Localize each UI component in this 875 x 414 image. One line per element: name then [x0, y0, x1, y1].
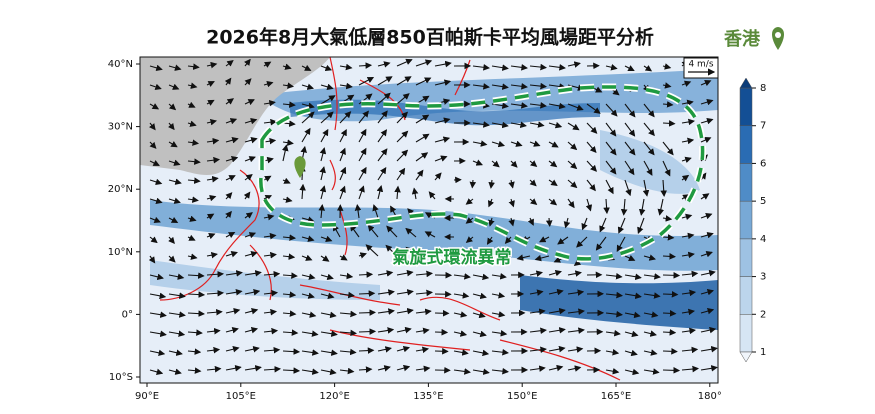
colorbar-label: 8 [760, 83, 766, 94]
wind-arrow [663, 256, 675, 257]
x-tick-label: 105°E [226, 391, 256, 402]
colorbar-segment [740, 163, 752, 201]
wind-arrow [359, 274, 372, 275]
wind-arrow [663, 275, 679, 276]
colorbar-segment [740, 88, 752, 126]
location-label: 香港 [723, 29, 761, 50]
x-tick-label: 165°E [601, 391, 631, 402]
location-pin [772, 27, 784, 50]
colorbar-segment [740, 239, 752, 277]
y-tick-label: 10°S [109, 372, 133, 383]
colorbar-label: 5 [760, 196, 766, 207]
annotation: 氣旋式環流異常 [393, 247, 512, 268]
colorbar-segment [740, 201, 752, 239]
x-tick-label: 135°E [413, 391, 443, 402]
y-tick-label: 10°N [108, 247, 133, 258]
colorbar-label: 7 [760, 121, 766, 132]
map: 氣旋式環流異常 4 m/s [140, 57, 718, 383]
wind-arrow [359, 293, 374, 294]
title: 2026年8月大氣低層850百帕斯卡平均風場距平分析 [206, 26, 654, 49]
wind-arrow [359, 331, 375, 332]
wind-arrow [472, 180, 473, 187]
colorbar-label: 1 [760, 347, 766, 358]
wind-arrow [663, 313, 675, 314]
colorbar-segment [740, 126, 752, 164]
colorbar-segment [740, 314, 752, 352]
wind-arrow [663, 294, 677, 295]
colorbar-extend [740, 78, 752, 88]
pin-dot [775, 32, 781, 38]
y-tick-label: 0° [122, 309, 133, 320]
x-tick-label: 180° [698, 391, 722, 402]
x-tick-label: 150°E [507, 391, 537, 402]
colorbar-label: 4 [760, 234, 766, 245]
wind-arrow [663, 123, 674, 124]
y-tick-label: 30°N [108, 122, 133, 133]
y-tick-label: 40°N [108, 59, 133, 70]
x-tick-label: 90°E [135, 391, 159, 402]
colorbar-label: 2 [760, 309, 766, 320]
colorbar-extend [740, 352, 752, 362]
wind-arrow [359, 312, 375, 313]
colorbar-label: 3 [760, 272, 766, 283]
wind-arrow [663, 370, 679, 371]
wind-arrow [359, 350, 373, 351]
reference-label: 4 m/s [688, 60, 713, 70]
wind-arrow [663, 237, 673, 238]
wind-arrow [663, 351, 677, 352]
wind-arrow [549, 218, 550, 226]
colorbar-label: 6 [760, 158, 766, 169]
y-tick-label: 20°N [108, 184, 133, 195]
x-tick-label: 120°E [319, 391, 349, 402]
wind-arrow [663, 332, 675, 333]
wind-arrow [359, 369, 371, 370]
colorbar: 1 2 3 4 5 6 7 8 [740, 78, 766, 362]
colorbar-segment [740, 277, 752, 315]
